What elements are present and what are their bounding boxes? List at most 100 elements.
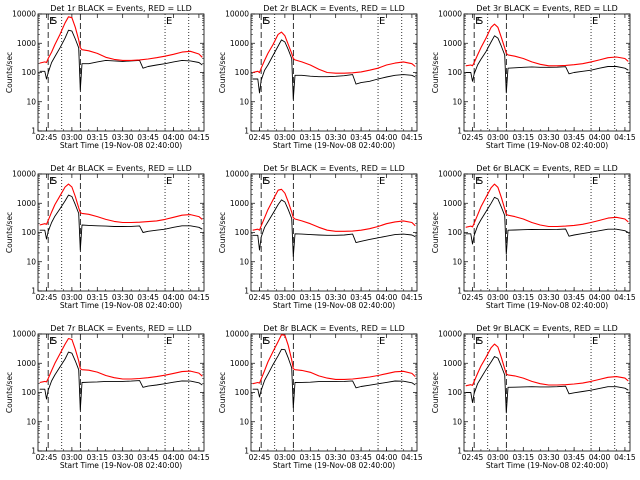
y-tick-label: 1000 — [443, 39, 462, 48]
events-series-line — [39, 194, 203, 251]
x-tick-label: 03:00 — [274, 453, 296, 462]
lld-series-line — [252, 31, 416, 74]
lld-series-line — [252, 334, 416, 385]
x-tick-label: 04:15 — [401, 133, 423, 142]
event-marker-label: E — [475, 336, 481, 347]
y-tick-label: 10000 — [225, 330, 249, 339]
x-tick-label: 03:15 — [299, 293, 321, 302]
y-tick-label: 1 — [244, 287, 249, 296]
event-marker-label: E — [166, 176, 172, 187]
y-tick-label: 100 — [448, 388, 463, 397]
event-marker-label: E — [49, 16, 55, 27]
x-tick-label: 03:45 — [563, 133, 585, 142]
y-tick-label: 10 — [239, 417, 249, 426]
x-tick-label: 03:30 — [325, 453, 347, 462]
lld-series-line — [465, 343, 629, 387]
y-tick-label: 10000 — [225, 170, 249, 179]
y-tick-label: 10000 — [12, 170, 36, 179]
y-tick-label: 100 — [22, 388, 37, 397]
x-tick-label: 03:30 — [538, 453, 560, 462]
y-tick-label: 10 — [239, 97, 249, 106]
y-axis-label: Counts/sec — [218, 372, 227, 413]
y-tick-label: 1000 — [17, 39, 36, 48]
event-marker-label: E — [379, 336, 385, 347]
x-tick-label: 04:15 — [188, 453, 210, 462]
x-tick-label: 02:45 — [36, 453, 58, 462]
x-axis-label: Start Time (19-Nov-08 02:40:00) — [273, 461, 395, 470]
x-tick-label: 03:30 — [325, 293, 347, 302]
y-tick-label: 100 — [235, 68, 250, 77]
event-marker-label: S — [51, 16, 57, 27]
panel-title: Det 8r BLACK = Events, RED = LLD — [263, 324, 405, 333]
x-tick-label: 04:15 — [614, 453, 636, 462]
event-marker-label: E — [49, 176, 55, 187]
x-tick-label: 02:45 — [249, 133, 271, 142]
y-tick-label: 10 — [452, 97, 462, 106]
x-tick-label: 03:00 — [61, 453, 83, 462]
events-series-line — [39, 29, 203, 91]
y-tick-label: 1000 — [230, 199, 249, 208]
y-tick-label: 1 — [31, 447, 36, 456]
y-tick-label: 10 — [26, 417, 36, 426]
x-axis-label: Start Time (19-Nov-08 02:40:00) — [60, 461, 182, 470]
panel-9: Det 9r BLACK = Events, RED = LLD 1 10 100 10… — [431, 324, 636, 470]
event-marker-label: E — [592, 336, 598, 347]
y-tick-label: 10 — [26, 97, 36, 106]
event-marker-label: E — [166, 336, 172, 347]
x-tick-label: 03:30 — [112, 293, 134, 302]
event-marker-label: E — [475, 176, 481, 187]
y-tick-label: 100 — [235, 388, 250, 397]
x-tick-label: 03:30 — [112, 133, 134, 142]
y-tick-label: 10 — [452, 257, 462, 266]
x-tick-label: 04:15 — [188, 293, 210, 302]
x-tick-label: 02:45 — [462, 293, 484, 302]
panel-title: Det 9r BLACK = Events, RED = LLD — [476, 324, 618, 333]
panel-1: Det 1r BLACK = Events, RED = LLD 1 10 100 10… — [5, 4, 210, 150]
x-tick-label: 03:45 — [137, 453, 159, 462]
event-marker-label: S — [477, 16, 483, 27]
x-tick-label: 03:30 — [112, 453, 134, 462]
event-marker-label: E — [379, 176, 385, 187]
panel-5: Det 5r BLACK = Events, RED = LLD 1 10 100 10… — [218, 164, 423, 310]
y-axis-label: Counts/sec — [218, 52, 227, 93]
x-tick-label: 02:45 — [36, 293, 58, 302]
y-tick-label: 100 — [448, 68, 463, 77]
x-tick-label: 03:00 — [487, 133, 509, 142]
x-tick-label: 03:00 — [487, 293, 509, 302]
y-tick-label: 10000 — [12, 330, 36, 339]
x-tick-label: 04:00 — [376, 293, 398, 302]
panel-3: Det 3r BLACK = Events, RED = LLD 1 10 100 10… — [431, 4, 636, 150]
y-axis-label: Counts/sec — [431, 52, 440, 93]
x-axis-label: Start Time (19-Nov-08 02:40:00) — [486, 301, 608, 310]
y-tick-label: 1 — [457, 447, 462, 456]
x-tick-label: 03:45 — [563, 293, 585, 302]
y-tick-label: 1 — [457, 287, 462, 296]
x-tick-label: 03:00 — [487, 453, 509, 462]
x-tick-label: 04:00 — [589, 453, 611, 462]
x-tick-label: 04:00 — [376, 133, 398, 142]
y-tick-label: 10 — [452, 417, 462, 426]
x-tick-label: 04:00 — [589, 133, 611, 142]
panel-7: Det 7r BLACK = Events, RED = LLD 1 10 100 10… — [5, 324, 210, 470]
x-tick-label: 02:45 — [249, 453, 271, 462]
x-tick-label: 02:45 — [462, 133, 484, 142]
y-axis-label: Counts/sec — [5, 52, 14, 93]
y-tick-label: 1000 — [230, 39, 249, 48]
y-tick-label: 1 — [244, 447, 249, 456]
x-tick-label: 04:15 — [614, 133, 636, 142]
plot-frame — [37, 13, 205, 132]
x-tick-label: 03:45 — [137, 293, 159, 302]
x-tick-label: 03:00 — [274, 133, 296, 142]
x-axis-label: Start Time (19-Nov-08 02:40:00) — [486, 141, 608, 150]
x-tick-label: 03:30 — [538, 133, 560, 142]
x-tick-label: 03:15 — [86, 133, 108, 142]
x-tick-label: 04:00 — [589, 293, 611, 302]
y-tick-label: 1 — [244, 127, 249, 136]
panel-title: Det 2r BLACK = Events, RED = LLD — [263, 4, 405, 13]
x-tick-label: 03:15 — [299, 133, 321, 142]
y-tick-label: 1 — [457, 127, 462, 136]
y-tick-label: 10000 — [438, 170, 462, 179]
plot-frame — [250, 333, 418, 452]
panel-title: Det 3r BLACK = Events, RED = LLD — [476, 4, 618, 13]
